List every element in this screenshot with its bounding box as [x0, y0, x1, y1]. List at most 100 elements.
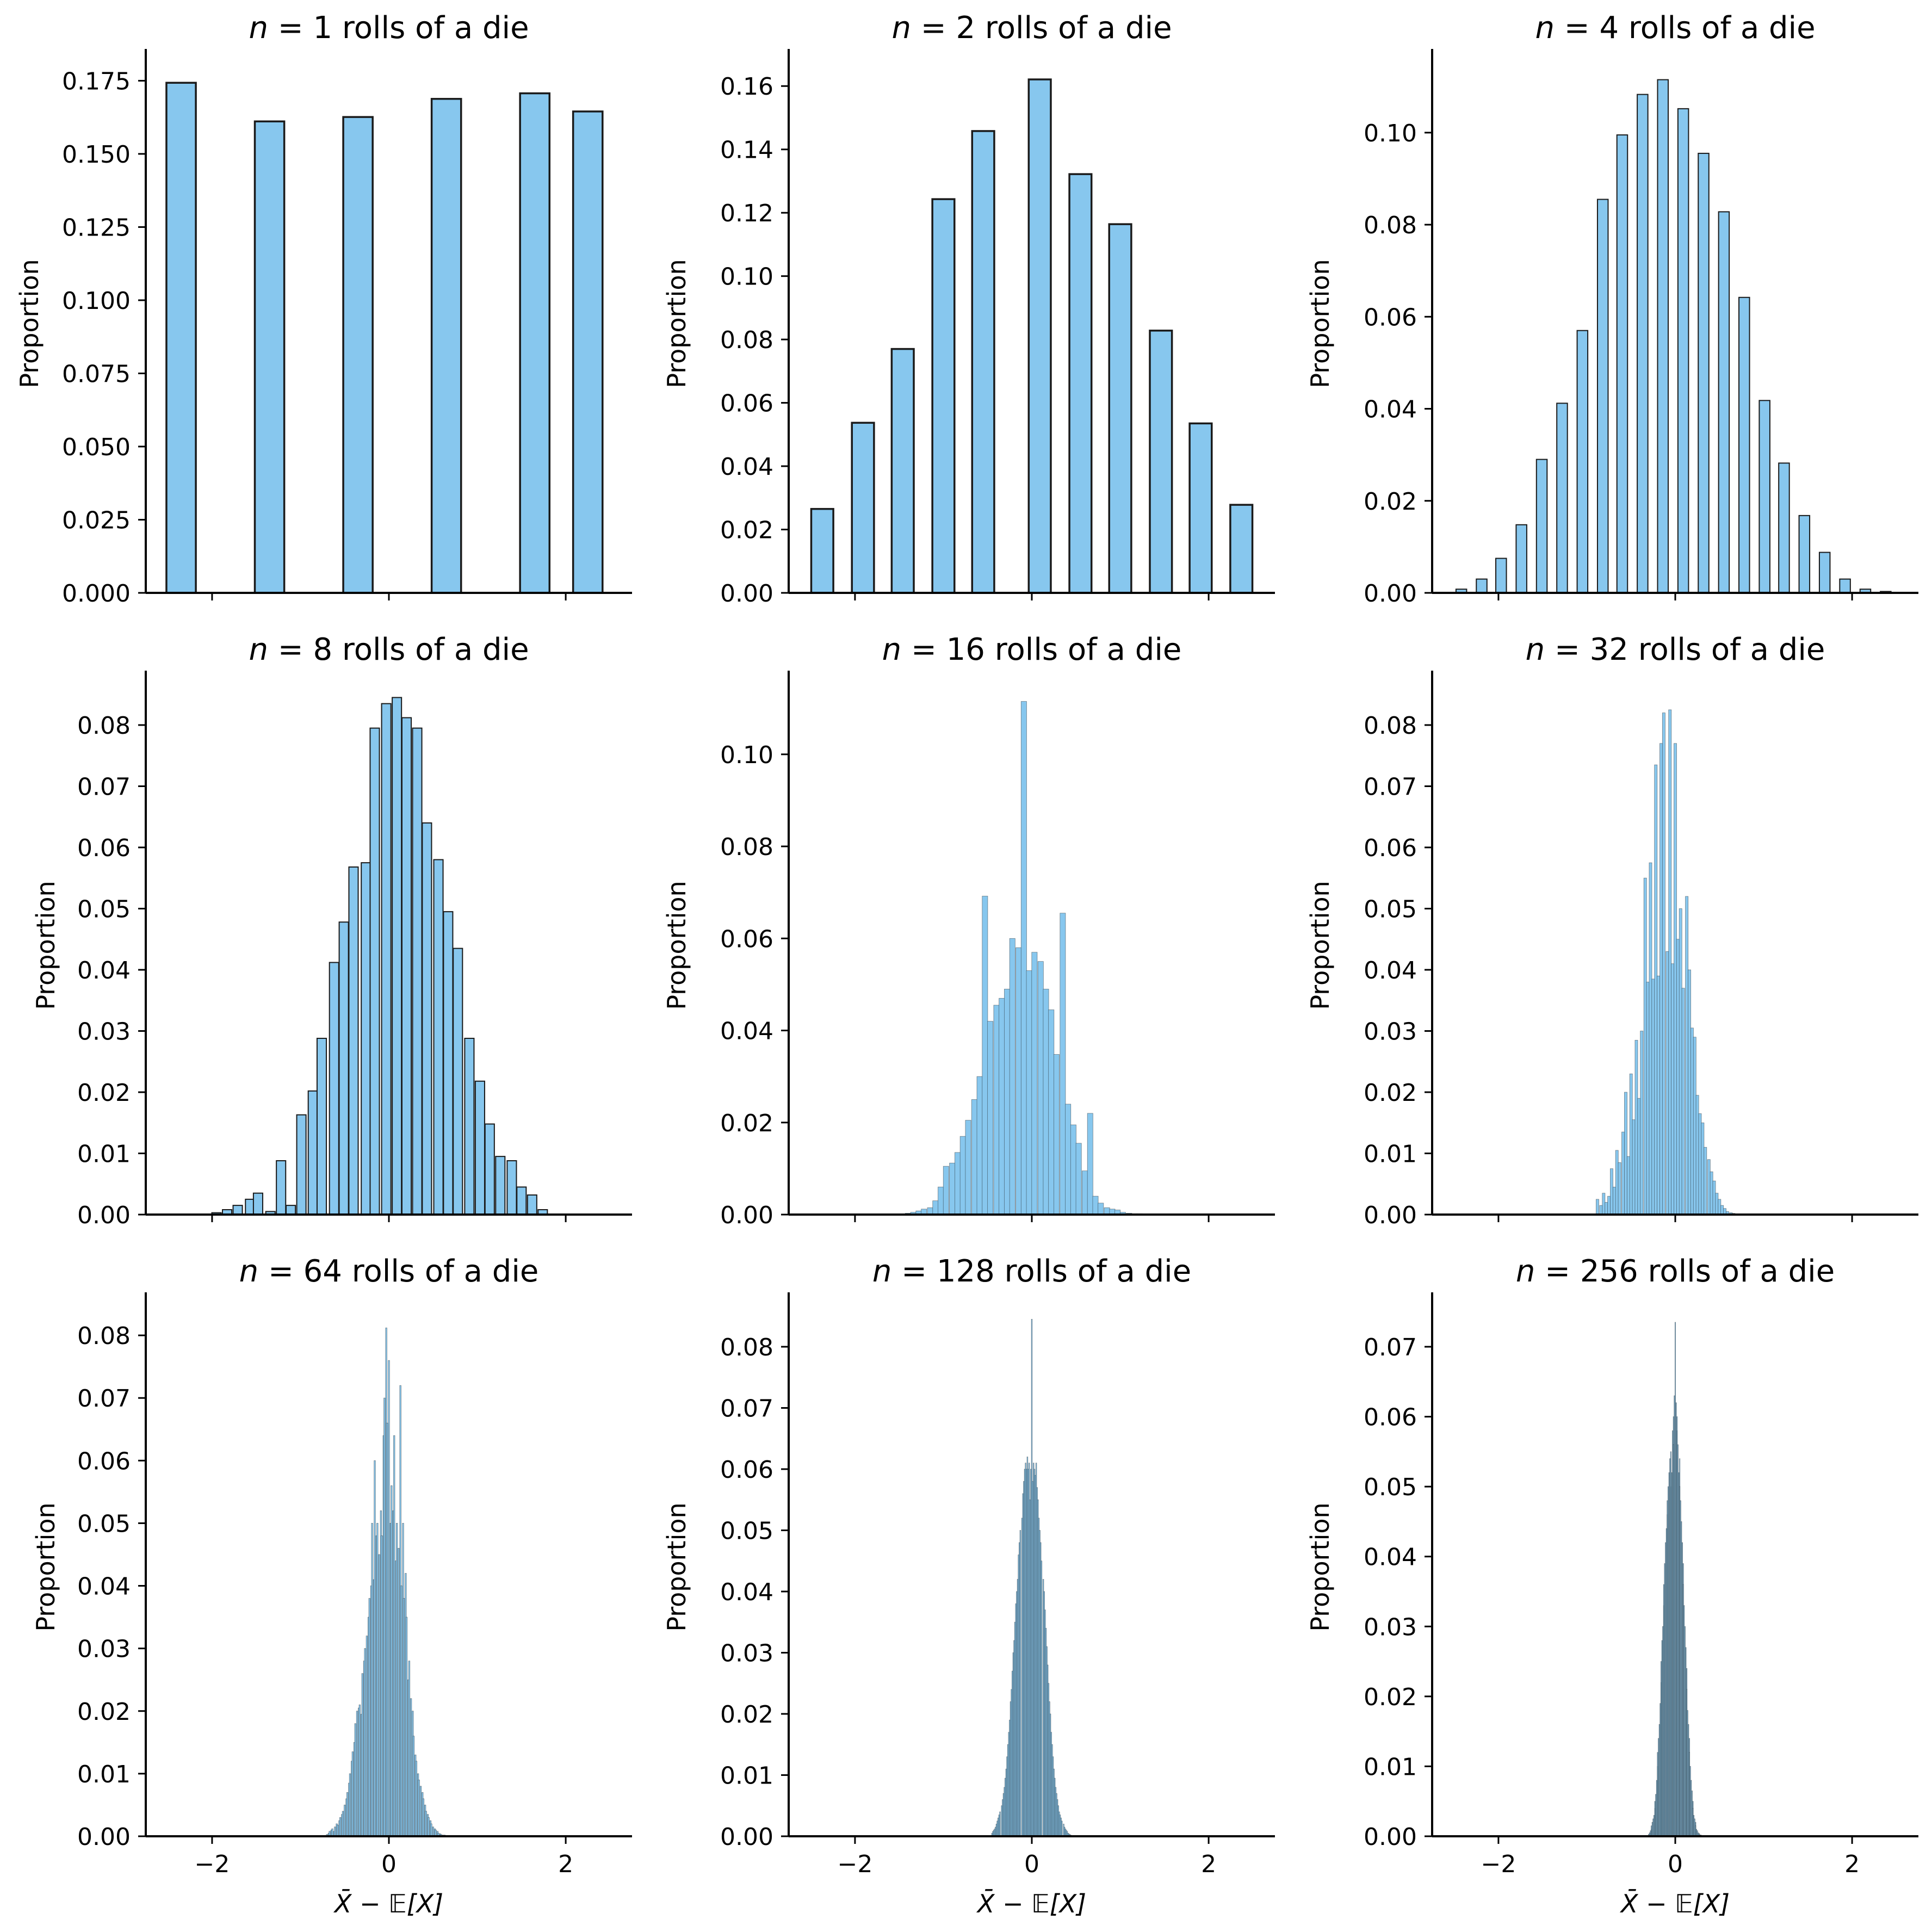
- histogram-bar: [1621, 1131, 1625, 1215]
- histogram-bar: [342, 116, 374, 594]
- histogram-bar: [361, 1673, 363, 1837]
- y-tick-label: 0.02: [720, 1110, 773, 1137]
- histogram-bar: [356, 1711, 358, 1837]
- histogram-bar: [1060, 913, 1066, 1215]
- subplot-n32: 0.00 0.01 0.02 0.03 0.04 0.05 0.06 0.07 0.08 n = …: [1305, 632, 1918, 1229]
- y-tick-label: 0.06: [1364, 1404, 1417, 1432]
- y-tick-label: 0.075: [62, 360, 131, 388]
- histogram-bar: [959, 1136, 966, 1215]
- histogram-bar: [1680, 1500, 1681, 1837]
- histogram-bar: [495, 1156, 506, 1216]
- y-tick-label: 0.025: [62, 506, 131, 534]
- histogram-bar: [1671, 963, 1675, 1215]
- y-tick-label: 0.175: [62, 67, 131, 95]
- histogram-bar: [1665, 951, 1669, 1215]
- y-tick-label: 0.01: [1364, 1753, 1417, 1781]
- histogram-bar: [1092, 1196, 1099, 1215]
- histogram-bar: [1643, 877, 1647, 1215]
- y-tick-label: 0.05: [1364, 896, 1417, 924]
- y-tick-label: 0.01: [720, 1762, 773, 1790]
- histogram-bar: [976, 1076, 983, 1215]
- y-tick-label: 0.07: [77, 1385, 131, 1413]
- y-tick-label: 0.08: [1364, 712, 1417, 740]
- histogram-bar: [252, 1192, 263, 1216]
- histogram-bar: [1476, 578, 1488, 593]
- histogram-bar: [1043, 988, 1049, 1215]
- histogram-bar: [349, 1773, 351, 1837]
- y-tick-label: 0.04: [720, 453, 773, 481]
- y-tick-label: 0.00: [1364, 580, 1417, 608]
- histogram-bar: [982, 896, 988, 1215]
- histogram-bar: [286, 1205, 296, 1216]
- histogram-bar: [1659, 743, 1663, 1215]
- y-tick-label: 0.07: [77, 773, 131, 801]
- subplot-n4: 0.00 0.02 0.04 0.06 0.08 0.10 n = 4 rolls of a…: [1305, 10, 1918, 608]
- histogram-bar: [949, 1162, 956, 1215]
- histogram-bar: [388, 1360, 390, 1837]
- histogram-bar: [1681, 1521, 1682, 1837]
- histogram-bar: [412, 1736, 415, 1837]
- histogram-bar: [1556, 403, 1568, 593]
- y-tick-label: 0.01: [77, 1761, 131, 1788]
- y-tick-label: 0.02: [1364, 1079, 1417, 1107]
- histogram-bar: [410, 1698, 412, 1837]
- histogram-bar: [395, 1523, 398, 1837]
- y-tick-label: 0.03: [1364, 1613, 1417, 1641]
- histogram-bar: [1596, 199, 1609, 594]
- histogram-bar: [361, 862, 371, 1216]
- x-axis-label: X̄ − 𝔼[X]: [1620, 1889, 1730, 1918]
- histogram-bar: [1041, 1561, 1043, 1837]
- subplot-n1: 0.000 0.025 0.050 0.075 0.100 0.125 0.150 0.175…: [15, 10, 632, 608]
- x-tick-label: 2: [1844, 1850, 1860, 1878]
- subplot-title: n = 8 rolls of a die: [249, 632, 529, 667]
- histogram-bar: [1188, 422, 1213, 594]
- histogram-bar: [971, 1099, 977, 1215]
- histogram-bar: [1679, 1486, 1681, 1837]
- subplot-n128: 0.00 0.01 0.02 0.03 0.04 0.05 0.06 0.07 0.08 −2 0 2…: [662, 1254, 1275, 1918]
- histogram-bar: [412, 727, 423, 1216]
- histogram-bar: [1031, 952, 1038, 1215]
- y-tick-label: 0.02: [77, 1079, 131, 1107]
- histogram-bar: [348, 866, 359, 1215]
- histogram-bar: [443, 911, 454, 1216]
- x-tick-label: 2: [1201, 1850, 1216, 1878]
- histogram-bar: [1698, 152, 1710, 594]
- y-tick-label: 0.08: [1364, 212, 1417, 239]
- histogram-bar: [1634, 1039, 1638, 1215]
- histogram-bar: [1098, 1203, 1104, 1215]
- histogram-bar: [430, 98, 462, 594]
- histogram-bar: [405, 1617, 408, 1837]
- y-tick-label: 0.03: [77, 1636, 131, 1663]
- histogram-bar: [364, 1648, 366, 1837]
- histogram-bar: [1596, 1199, 1599, 1215]
- histogram-bar: [993, 1005, 1000, 1215]
- histogram-bar: [422, 1798, 425, 1837]
- histogram-bar: [1626, 1156, 1630, 1215]
- y-tick-label: 0.01: [77, 1141, 131, 1168]
- histogram-bar: [1674, 1395, 1675, 1837]
- y-axis-label: Proportion: [1305, 881, 1335, 1010]
- histogram-bar: [1037, 961, 1044, 1215]
- histogram-bar: [943, 1166, 949, 1215]
- histogram-bar: [391, 1485, 393, 1837]
- histogram-bar: [1495, 558, 1507, 594]
- histogram-bar: [474, 1080, 485, 1215]
- histogram-bar: [1718, 1199, 1722, 1215]
- histogram-bar: [519, 92, 551, 594]
- histogram-bar: [1798, 515, 1811, 593]
- histogram-bar: [1061, 1820, 1063, 1837]
- histogram-bar: [810, 507, 834, 594]
- y-tick-label: 0.02: [720, 517, 773, 544]
- y-tick-label: 0.07: [720, 1395, 773, 1423]
- histogram-bar: [999, 998, 1005, 1215]
- histogram-bar: [1712, 1180, 1716, 1215]
- histogram-bar: [1618, 1162, 1621, 1215]
- y-tick-label: 0.02: [77, 1698, 131, 1726]
- histogram-bar: [1612, 1186, 1616, 1215]
- y-tick-label: 0.00: [77, 1823, 131, 1851]
- histogram-bar: [1695, 1095, 1699, 1215]
- histogram-bar: [1087, 1113, 1093, 1215]
- histogram-bar: [1683, 1605, 1685, 1837]
- y-tick-label: 0.04: [720, 1578, 773, 1606]
- y-tick-label: 0.02: [720, 1701, 773, 1729]
